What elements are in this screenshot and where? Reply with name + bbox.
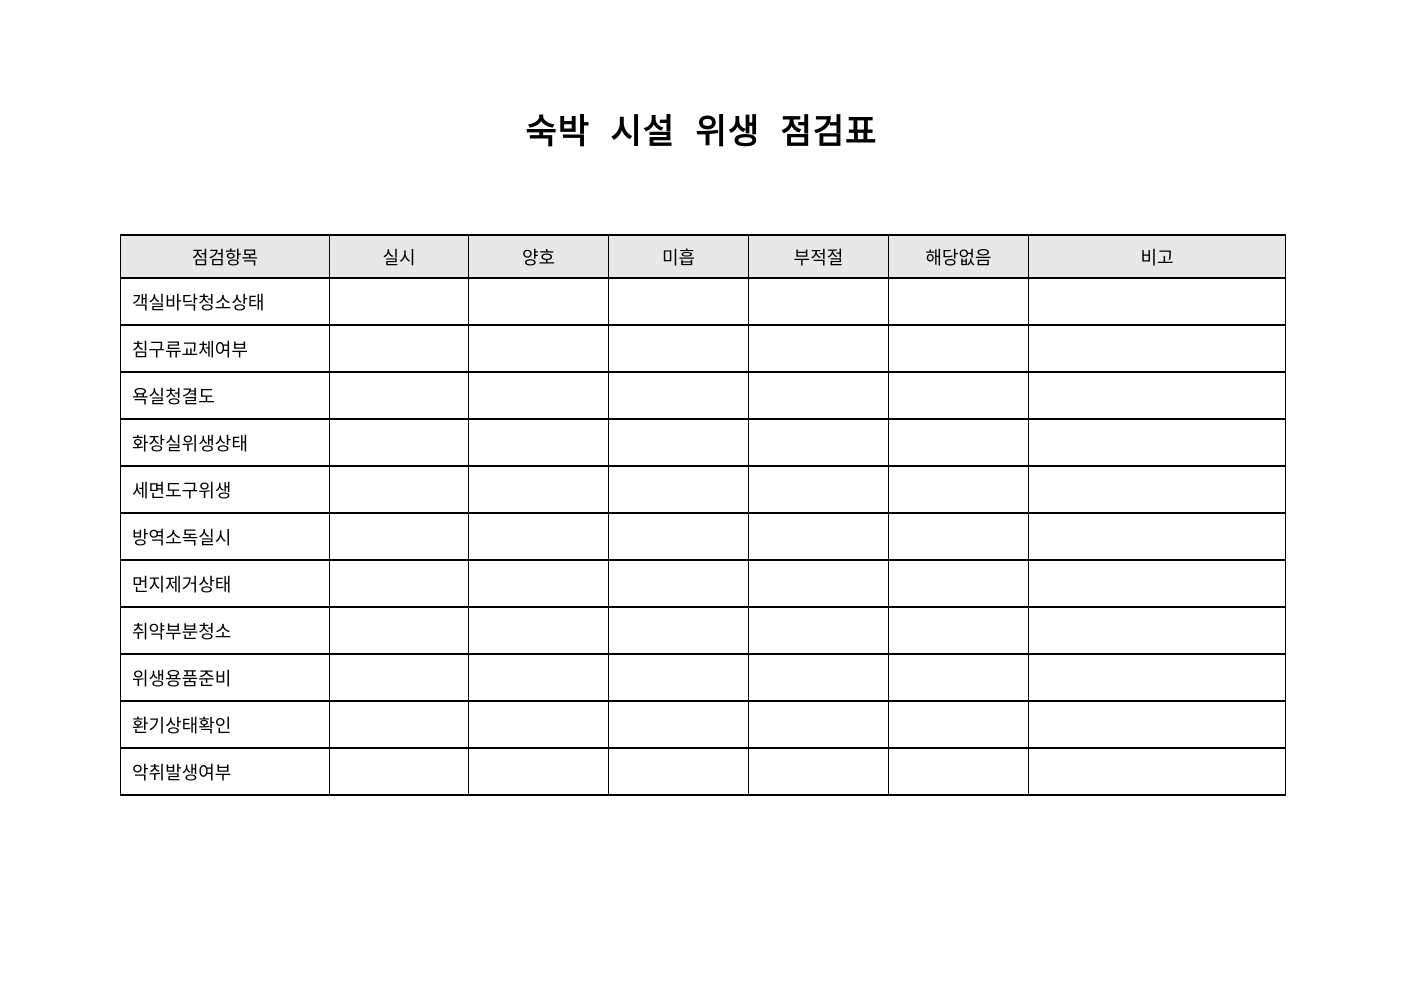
check-cell[interactable] [468,512,609,561]
table-header-row: 점검항목 실시 양호 미흡 부적절 해당없음 비고 [120,234,1286,279]
table-row: 세면도구위생 [120,465,1286,514]
row-item-label: 먼지제거상태 [120,559,330,608]
check-cell[interactable] [608,465,749,514]
check-cell[interactable] [329,747,469,796]
check-cell[interactable] [748,465,889,514]
remarks-cell[interactable] [1028,700,1286,749]
remarks-cell[interactable] [1028,371,1286,420]
check-cell[interactable] [608,277,749,326]
remarks-cell[interactable] [1028,512,1286,561]
check-cell[interactable] [888,512,1029,561]
hygiene-checklist-table: 점검항목 실시 양호 미흡 부적절 해당없음 비고 객실바닥청소상태 침구류교체… [120,234,1286,796]
row-item-label: 방역소독실시 [120,512,330,561]
check-cell[interactable] [608,559,749,608]
remarks-cell[interactable] [1028,418,1286,467]
row-item-label: 악취발생여부 [120,747,330,796]
check-cell[interactable] [608,700,749,749]
document-title: 숙박 시설 위생 점검표 [525,113,878,151]
table-row: 취약부분청소 [120,606,1286,655]
check-cell[interactable] [608,653,749,702]
check-cell[interactable] [329,700,469,749]
check-cell[interactable] [329,418,469,467]
check-cell[interactable] [888,418,1029,467]
check-cell[interactable] [329,653,469,702]
check-cell[interactable] [888,324,1029,373]
check-cell[interactable] [888,559,1029,608]
table-row: 환기상태확인 [120,700,1286,749]
check-cell[interactable] [748,559,889,608]
check-cell[interactable] [468,324,609,373]
check-cell[interactable] [329,371,469,420]
column-header-inappropriate: 부적절 [748,234,889,279]
row-item-label: 위생용품준비 [120,653,330,702]
remarks-cell[interactable] [1028,465,1286,514]
check-cell[interactable] [468,700,609,749]
check-cell[interactable] [748,606,889,655]
check-cell[interactable] [888,653,1029,702]
check-cell[interactable] [468,606,609,655]
column-header-insufficient: 미흡 [608,234,749,279]
row-item-label: 환기상태확인 [120,700,330,749]
remarks-cell[interactable] [1028,559,1286,608]
check-cell[interactable] [748,324,889,373]
remarks-cell[interactable] [1028,606,1286,655]
remarks-cell[interactable] [1028,277,1286,326]
check-cell[interactable] [608,418,749,467]
check-cell[interactable] [468,371,609,420]
check-cell[interactable] [468,653,609,702]
remarks-cell[interactable] [1028,653,1286,702]
check-cell[interactable] [468,747,609,796]
table-row: 객실바닥청소상태 [120,277,1286,326]
row-item-label: 침구류교체여부 [120,324,330,373]
table-row: 침구류교체여부 [120,324,1286,373]
check-cell[interactable] [608,512,749,561]
row-item-label: 취약부분청소 [120,606,330,655]
check-cell[interactable] [748,277,889,326]
check-cell[interactable] [608,371,749,420]
check-cell[interactable] [748,747,889,796]
column-header-good: 양호 [468,234,609,279]
table-row: 악취발생여부 [120,747,1286,796]
check-cell[interactable] [329,512,469,561]
check-cell[interactable] [468,277,609,326]
row-item-label: 화장실위생상태 [120,418,330,467]
row-item-label: 세면도구위생 [120,465,330,514]
table-row: 방역소독실시 [120,512,1286,561]
check-cell[interactable] [748,700,889,749]
check-cell[interactable] [888,371,1029,420]
check-cell[interactable] [329,277,469,326]
row-item-label: 객실바닥청소상태 [120,277,330,326]
check-cell[interactable] [888,465,1029,514]
check-cell[interactable] [608,747,749,796]
column-header-remarks: 비고 [1028,234,1286,279]
check-cell[interactable] [608,324,749,373]
row-item-label: 욕실청결도 [120,371,330,420]
table-row: 위생용품준비 [120,653,1286,702]
check-cell[interactable] [748,653,889,702]
column-header-conducted: 실시 [329,234,469,279]
table-row: 먼지제거상태 [120,559,1286,608]
check-cell[interactable] [748,418,889,467]
check-cell[interactable] [468,559,609,608]
check-cell[interactable] [468,418,609,467]
check-cell[interactable] [888,700,1029,749]
check-cell[interactable] [468,465,609,514]
check-cell[interactable] [329,324,469,373]
column-header-not-applicable: 해당없음 [888,234,1029,279]
remarks-cell[interactable] [1028,747,1286,796]
check-cell[interactable] [888,747,1029,796]
table-row: 화장실위생상태 [120,418,1286,467]
table-row: 욕실청결도 [120,371,1286,420]
check-cell[interactable] [748,512,889,561]
check-cell[interactable] [888,606,1029,655]
check-cell[interactable] [329,465,469,514]
check-cell[interactable] [608,606,749,655]
check-cell[interactable] [748,371,889,420]
remarks-cell[interactable] [1028,324,1286,373]
check-cell[interactable] [329,606,469,655]
column-header-item: 점검항목 [120,234,330,279]
check-cell[interactable] [888,277,1029,326]
check-cell[interactable] [329,559,469,608]
